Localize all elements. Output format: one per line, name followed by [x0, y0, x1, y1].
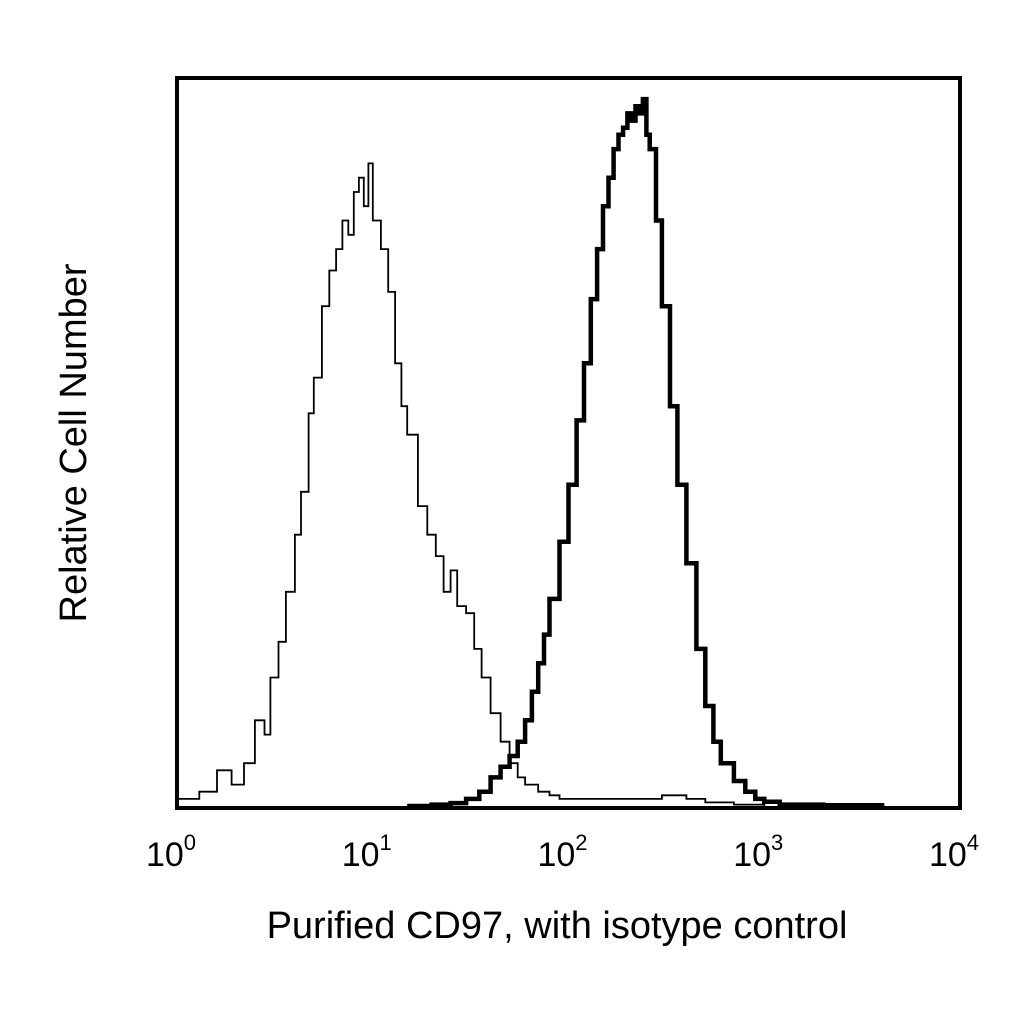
x-tick-exponent: 0: [184, 830, 196, 855]
x-tick-base: 10: [146, 836, 184, 874]
x-tick-exponent: 4: [967, 830, 979, 855]
x-tick-exponent: 1: [380, 830, 392, 855]
x-tick-label-3: 103: [733, 830, 783, 874]
x-tick-exponent: 3: [771, 830, 783, 855]
series-line-CD97: [407, 96, 885, 809]
x-tick-base: 10: [733, 836, 771, 874]
series-layer: [177, 96, 885, 809]
series-line-isotype-control: [177, 162, 766, 806]
y-axis-title: Relative Cell Number: [53, 263, 95, 622]
x-tick-labels: 100 101 102 103 104: [146, 830, 979, 874]
x-tick-base: 10: [537, 836, 575, 874]
plot-frame: [175, 76, 962, 810]
x-tick-base: 10: [929, 836, 967, 874]
x-tick-exponent: 2: [575, 830, 587, 855]
x-tick-label-0: 100: [146, 830, 196, 874]
x-tick-base: 10: [342, 836, 380, 874]
x-tick-label-2: 102: [537, 830, 587, 874]
x-tick-label-4: 104: [929, 830, 979, 874]
x-axis-title: Purified CD97, with isotype control: [267, 905, 848, 947]
x-tick-label-1: 101: [342, 830, 392, 874]
